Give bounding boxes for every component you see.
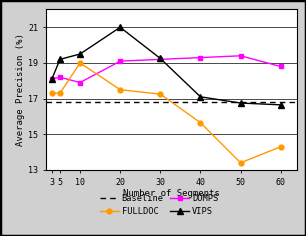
Y-axis label: Average Precision (%): Average Precision (%) [17,33,25,146]
X-axis label: Number of Segments: Number of Segments [123,189,220,198]
Legend: Baseline, FULLDOC, DOMPS, VIPS: Baseline, FULLDOC, DOMPS, VIPS [97,192,221,219]
